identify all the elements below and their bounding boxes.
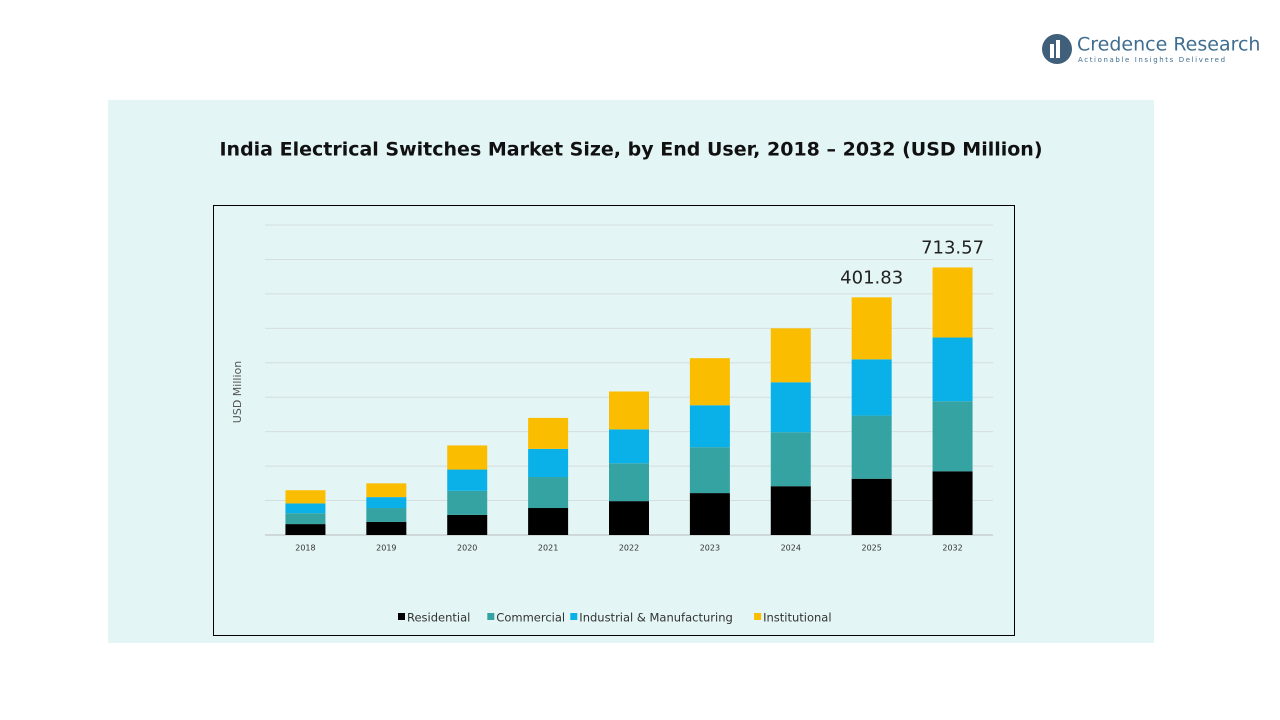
- legend-swatch: [398, 613, 405, 620]
- bar-segment: [609, 429, 649, 464]
- bar-segment: [770, 328, 811, 383]
- bar-segment: [528, 508, 569, 535]
- bar-segment: [447, 445, 488, 470]
- bar-segment: [770, 382, 811, 433]
- logo-icon: [1056, 40, 1060, 58]
- bar-segment: [528, 477, 569, 509]
- bar-segment: [770, 432, 811, 487]
- legend-label: Institutional: [763, 611, 831, 625]
- logo-name: Credence Research: [1077, 34, 1260, 56]
- x-tick-label: 2020: [457, 544, 477, 553]
- bar-segment: [932, 337, 973, 402]
- bar-segment: [366, 508, 407, 522]
- bar-segment: [770, 486, 811, 535]
- bar-segment: [851, 415, 892, 479]
- bar-segment: [528, 417, 569, 449]
- bar-segment: [447, 469, 488, 491]
- bar-segment: [689, 405, 730, 448]
- total-label: 713.57: [921, 237, 984, 258]
- legend-swatch: [487, 613, 495, 620]
- bar-segment: [609, 391, 649, 430]
- x-tick-label: 2021: [538, 544, 558, 553]
- legend-swatch: [754, 613, 762, 620]
- x-tick-label: 2022: [619, 544, 639, 553]
- bar-segment: [447, 514, 488, 535]
- bar-segment: [851, 478, 892, 535]
- chart-title: India Electrical Switches Market Size, b…: [219, 139, 1042, 161]
- bar-segment: [689, 447, 730, 494]
- bar-segment: [366, 521, 407, 535]
- legend-label: Industrial & Manufacturing: [579, 611, 733, 625]
- logo-icon: [1050, 44, 1054, 58]
- bar-segment: [366, 497, 407, 509]
- bar-segment: [285, 524, 326, 535]
- legend-swatch: [570, 613, 578, 620]
- y-axis-label: USD Million: [231, 361, 244, 423]
- legend-label: Residential: [407, 611, 470, 625]
- x-tick-label: 2032: [942, 544, 962, 553]
- bar-segment: [932, 267, 973, 338]
- bar-segment: [285, 503, 326, 514]
- plot-frame: [213, 205, 1015, 636]
- logo: Credence Research Actionable Insights De…: [1042, 34, 1260, 64]
- bar-segment: [528, 448, 569, 478]
- bar-segment: [285, 513, 326, 525]
- bar-segment: [366, 483, 407, 498]
- bar-segment: [689, 493, 730, 535]
- x-tick-label: 2024: [781, 544, 801, 553]
- total-label: 401.83: [840, 267, 903, 288]
- bar-segment: [609, 501, 649, 535]
- x-tick-label: 2023: [700, 544, 720, 553]
- bar-segment: [932, 471, 973, 535]
- bar-segment: [285, 490, 326, 504]
- bar-segment: [851, 297, 892, 360]
- legend-label: Commercial: [496, 611, 565, 625]
- bar-segment: [689, 358, 730, 406]
- bar-segment: [447, 490, 488, 515]
- x-tick-label: 2018: [295, 544, 315, 553]
- bar-segment: [851, 359, 892, 416]
- x-tick-label: 2025: [861, 544, 881, 553]
- bar-segment: [609, 463, 649, 502]
- x-tick-label: 2019: [376, 544, 396, 553]
- logo-tagline: Actionable Insights Delivered: [1078, 56, 1227, 64]
- panel: [108, 100, 1154, 643]
- bar-segment: [932, 401, 973, 472]
